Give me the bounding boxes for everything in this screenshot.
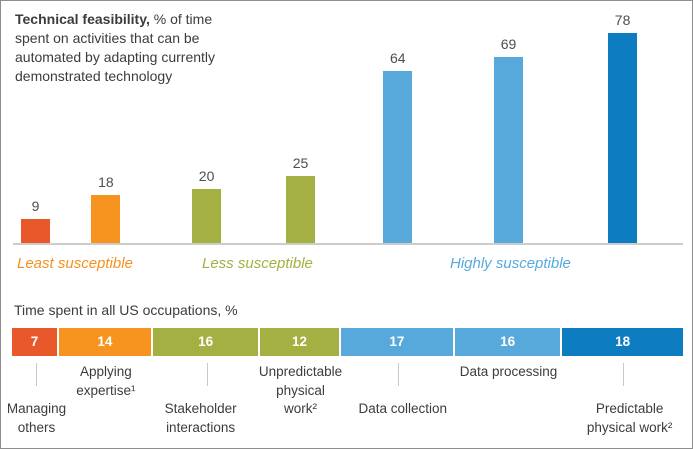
group-label-less-susceptible: Less susceptible [202, 255, 313, 272]
category-label-2: Applying expertise¹ [76, 364, 136, 398]
feasibility-value-label-6: 69 [500, 36, 517, 52]
time-spent-segment-7: 18 [562, 328, 683, 356]
feasibility-bar-4 [286, 176, 315, 243]
chart-title-bold: Technical feasibility, [15, 11, 150, 27]
leader-line-3 [206, 363, 208, 386]
category-label-3: Stakeholder interactions [164, 401, 237, 435]
time-spent-value-3: 16 [198, 334, 214, 349]
feasibility-value-label-3: 20 [198, 168, 215, 184]
feasibility-value-label-1: 9 [31, 198, 40, 214]
time-spent-value-2: 14 [97, 334, 113, 349]
feasibility-value-label-2: 18 [98, 174, 114, 190]
time-spent-segment-4: 12 [260, 328, 339, 356]
feasibility-value-label-7: 78 [614, 12, 631, 28]
leader-line-7 [622, 363, 624, 386]
feasibility-value-label-4: 25 [292, 155, 309, 171]
leader-line-5 [397, 363, 399, 386]
feasibility-bar-7 [608, 33, 638, 243]
feasibility-bar-1 [21, 219, 50, 243]
group-label-least-susceptible: Least susceptible [17, 255, 133, 272]
chart-title-rest: % of time spent on activities that can b… [15, 11, 216, 84]
time-spent-value-7: 18 [615, 334, 631, 349]
time-spent-value-5: 17 [389, 334, 405, 349]
time-spent-segment-2: 14 [59, 328, 151, 356]
time-spent-segment-5: 17 [340, 328, 453, 356]
time-spent-heading: Time spent in all US occupations, % [14, 302, 238, 318]
category-label-5: Data collection [358, 401, 448, 416]
category-label-6: Data processing [459, 364, 558, 379]
x-axis-line [13, 243, 683, 245]
leader-line-1 [35, 363, 37, 386]
time-spent-segment-3: 16 [152, 328, 259, 356]
category-label-4: Unpredictable physical work² [258, 364, 343, 416]
time-spent-segment-1: 7 [12, 328, 57, 356]
time-spent-value-6: 16 [500, 334, 516, 349]
feasibility-bar-6 [494, 57, 523, 243]
time-spent-segment-6: 16 [454, 328, 561, 356]
time-spent-value-1: 7 [30, 334, 39, 349]
feasibility-value-label-5: 64 [390, 50, 406, 66]
category-label-1: Managing others [6, 401, 67, 435]
feasibility-bar-5 [383, 71, 413, 243]
time-spent-value-4: 12 [292, 334, 308, 349]
feasibility-bar-2 [91, 195, 121, 243]
chart-title: Technical feasibility, % of time spent o… [15, 10, 231, 86]
feasibility-bar-3 [192, 189, 222, 243]
category-label-7: Predictable physical work² [586, 401, 673, 435]
group-label-highly-susceptible: Highly susceptible [450, 255, 571, 272]
